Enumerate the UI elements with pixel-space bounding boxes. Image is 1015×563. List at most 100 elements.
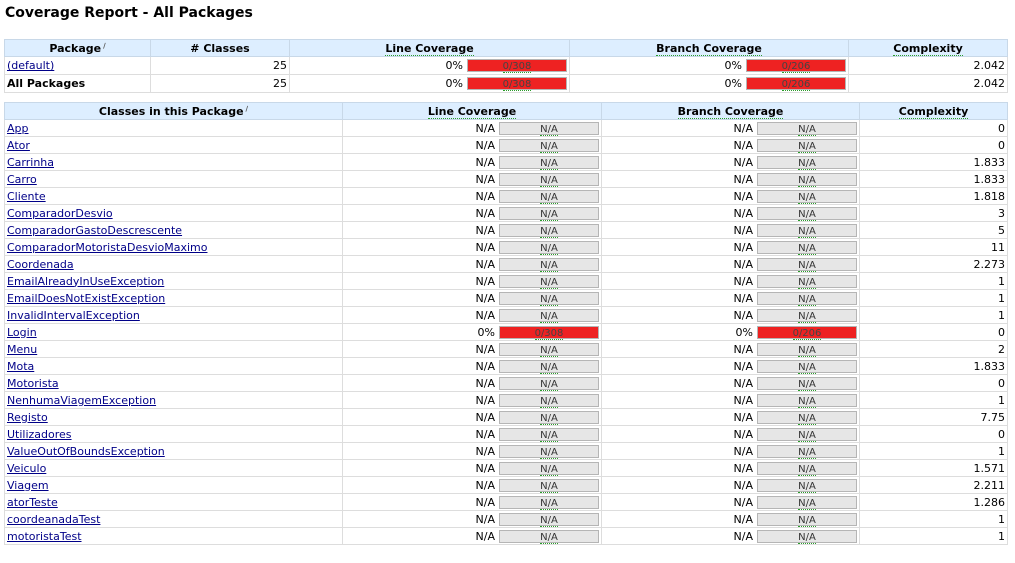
line-coverage-bar-label: N/A [540, 463, 558, 476]
class-link[interactable]: Motorista [7, 376, 59, 390]
class-link[interactable]: ComparadorMotoristaDesvioMaximo [7, 240, 208, 254]
class-link[interactable]: Veiculo [7, 461, 47, 475]
class-name-cell: ComparadorGastoDescrescente [4, 221, 343, 239]
line-coverage-bar: 0/308 [467, 77, 567, 91]
branch-coverage-bar: N/A [757, 444, 857, 459]
branch-coverage-bar-label: N/A [798, 157, 816, 170]
branch-coverage-percent: 0% [724, 77, 742, 90]
line-coverage-cell: N/A N/A [342, 204, 602, 222]
branch-coverage-bar-label: N/A [798, 480, 816, 493]
line-coverage-percent: N/A [475, 138, 495, 152]
class-name-cell: EmailDoesNotExistException [4, 289, 343, 307]
class-row: Veiculo N/A N/A N/A N/A 1.571 [4, 459, 1008, 477]
class-link[interactable]: InvalidIntervalException [7, 308, 140, 322]
class-link[interactable]: coordeanadaTest [7, 512, 101, 526]
line-coverage-bar: N/A [499, 376, 599, 391]
branch-coverage-bar-label: N/A [798, 276, 816, 289]
col-header-class-name[interactable]: Classes in this Package ∕ [4, 102, 343, 120]
branch-coverage-percent: N/A [733, 155, 753, 169]
class-link[interactable]: motoristaTest [7, 529, 82, 543]
class-link[interactable]: Cliente [7, 189, 46, 203]
class-link[interactable]: EmailAlreadyInUseException [7, 274, 165, 288]
class-link[interactable]: Carrinha [7, 155, 55, 169]
class-link[interactable]: EmailDoesNotExistException [7, 291, 166, 305]
class-link[interactable]: ComparadorGastoDescrescente [7, 223, 183, 237]
line-coverage-bar: N/A [499, 155, 599, 170]
line-coverage-bar-label: N/A [540, 140, 558, 153]
branch-coverage-bar: N/A [757, 376, 857, 391]
branch-coverage-cell: N/A N/A [601, 391, 860, 409]
line-coverage-bar: N/A [499, 461, 599, 476]
branch-coverage-cell: N/A N/A [601, 493, 860, 511]
col-header-branch-coverage: Branch Coverage [569, 39, 849, 57]
line-coverage-bar: N/A [499, 359, 599, 374]
line-coverage-bar-cell: N/A [497, 154, 601, 170]
branch-coverage-bar: N/A [757, 393, 857, 408]
line-coverage-bar-cell: N/A [497, 256, 601, 272]
col-header-package[interactable]: Package ∕ [4, 39, 151, 57]
line-coverage-bar-label: N/A [540, 293, 558, 306]
line-coverage-bar-label: N/A [540, 361, 558, 374]
line-coverage-bar: N/A [499, 393, 599, 408]
line-coverage-bar-label: N/A [540, 191, 558, 204]
branch-coverage-percent: N/A [733, 410, 753, 424]
package-link[interactable]: (default) [7, 59, 55, 72]
class-row: EmailDoesNotExistException N/A N/A N/A N/A 1 [4, 289, 1008, 307]
branch-coverage-cell: N/A N/A [601, 374, 860, 392]
branch-coverage-cell: N/A N/A [601, 510, 860, 528]
line-coverage-cell: N/A N/A [342, 408, 602, 426]
complexity-value: 1 [859, 272, 1008, 290]
class-link[interactable]: Coordenada [7, 257, 74, 271]
class-link[interactable]: ValueOutOfBoundsException [7, 444, 165, 458]
line-coverage-percent: N/A [475, 274, 495, 288]
branch-coverage-bar-cell: 0/206 [755, 324, 859, 340]
line-coverage-bar-cell: N/A [497, 494, 601, 510]
complexity-value: 1 [859, 391, 1008, 409]
class-link[interactable]: App [7, 121, 29, 135]
branch-coverage-percent: 0% [735, 325, 753, 339]
line-coverage-bar-cell: N/A [497, 137, 601, 153]
line-coverage-percent: N/A [475, 359, 495, 373]
class-link[interactable]: Menu [7, 342, 38, 356]
col-header-branch-coverage-label: Branch Coverage [656, 41, 762, 56]
line-coverage-cell: N/A N/A [342, 493, 602, 511]
class-link[interactable]: ComparadorDesvio [7, 206, 113, 220]
class-name-cell: Viagem [4, 476, 343, 494]
class-link[interactable]: Login [7, 325, 37, 339]
line-coverage-cell: N/A N/A [342, 476, 602, 494]
branch-coverage-cell: N/A N/A [601, 119, 860, 137]
line-coverage-percent: N/A [475, 257, 495, 271]
class-link[interactable]: Ator [7, 138, 30, 152]
class-link[interactable]: Carro [7, 172, 37, 186]
branch-coverage-percent: N/A [733, 495, 753, 509]
line-coverage-bar: N/A [499, 291, 599, 306]
class-name-cell: Menu [4, 340, 343, 358]
class-link[interactable]: NenhumaViagemException [7, 393, 157, 407]
class-link[interactable]: Utilizadores [7, 427, 72, 441]
class-link[interactable]: Registo [7, 410, 48, 424]
line-coverage-cell: N/A N/A [342, 136, 602, 154]
branch-coverage-bar-label: N/A [798, 378, 816, 391]
branch-coverage-bar-label: 0/206 [792, 327, 822, 340]
class-link[interactable]: atorTeste [7, 495, 58, 509]
branch-coverage-percent: N/A [733, 393, 753, 407]
branch-coverage-bar: N/A [757, 495, 857, 510]
line-coverage-bar-label: N/A [540, 208, 558, 221]
class-link[interactable]: Viagem [7, 478, 49, 492]
classes-header-row: Classes in this Package ∕ Line Coverage B… [4, 102, 1008, 120]
line-coverage-cell: N/A N/A [342, 442, 602, 460]
class-row: ValueOutOfBoundsException N/A N/A N/A N/A 1 [4, 442, 1008, 460]
line-coverage-bar-cell: N/A [497, 239, 601, 255]
branch-coverage-bar: N/A [757, 155, 857, 170]
branch-coverage-bar-label: 0/206 [781, 61, 811, 73]
line-coverage-bar-label: N/A [540, 310, 558, 323]
line-coverage-bar-cell: N/A [497, 120, 601, 136]
class-row: App N/A N/A N/A N/A 0 [4, 119, 1008, 137]
class-link[interactable]: Mota [7, 359, 35, 373]
line-coverage-bar-cell: N/A [497, 477, 601, 493]
line-coverage-percent: N/A [475, 172, 495, 186]
class-row: EmailAlreadyInUseException N/A N/A N/A N/A 1 [4, 272, 1008, 290]
class-name-cell: Veiculo [4, 459, 343, 477]
line-coverage-cell: N/A N/A [342, 119, 602, 137]
branch-coverage-cell: N/A N/A [601, 357, 860, 375]
